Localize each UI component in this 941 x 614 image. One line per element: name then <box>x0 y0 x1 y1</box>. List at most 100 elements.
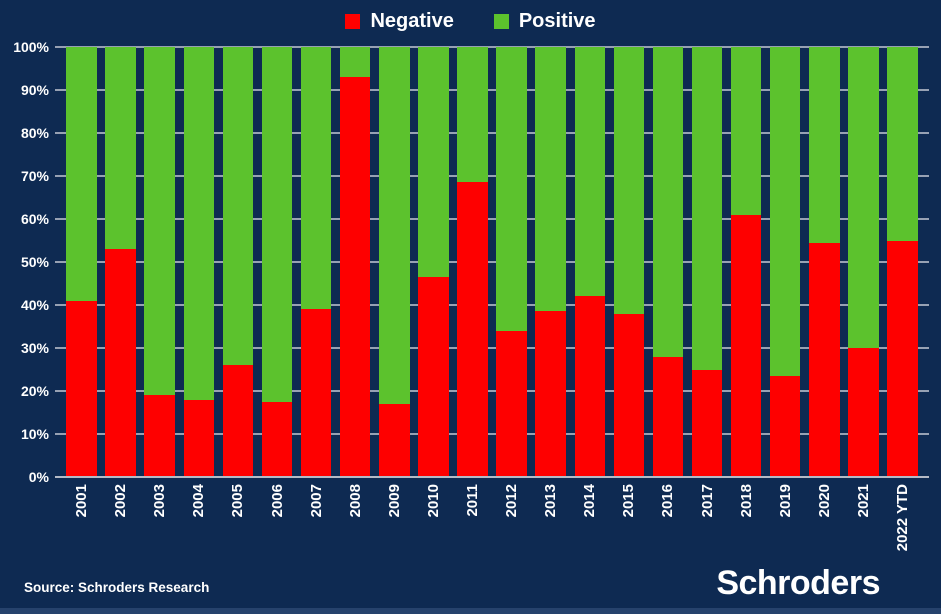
x-tick-text: 2010 <box>424 484 442 518</box>
x-tick-text: 2002 <box>112 484 130 518</box>
gridline-90% <box>55 89 929 91</box>
y-tick-label: 50% <box>20 254 49 270</box>
negative-segment <box>887 240 918 477</box>
bar-2002 <box>101 47 140 477</box>
source-note: Source: Schroders Research <box>24 580 210 595</box>
legend-item-negative: Negative <box>345 10 454 33</box>
gridline-50% <box>55 261 929 263</box>
x-tick-text: 2014 <box>581 484 599 518</box>
y-tick-label: 40% <box>20 297 49 313</box>
x-tick-label-2012: 2012 <box>492 484 531 580</box>
positive-segment <box>652 47 684 357</box>
negative-segment <box>339 77 371 477</box>
chart-legend: Negative Positive <box>0 10 941 33</box>
x-tick-text: 2016 <box>659 484 677 518</box>
bar-2017 <box>688 47 727 477</box>
negative-segment <box>379 403 410 477</box>
negative-swatch-icon <box>345 14 361 29</box>
x-tick-text: 2018 <box>737 484 755 518</box>
stacked-bar <box>613 47 645 477</box>
positive-segment <box>691 47 723 370</box>
stacked-bar <box>574 47 605 477</box>
stacked-bar <box>809 47 840 477</box>
x-tick-text: 2020 <box>815 484 833 518</box>
x-tick-label-2002: 2002 <box>101 484 140 580</box>
bar-2021 <box>844 47 883 477</box>
gridline-40% <box>55 304 929 306</box>
footer-strip <box>0 608 941 614</box>
stacked-bar <box>418 47 449 477</box>
stacked-bar <box>261 47 293 477</box>
bar-2008 <box>336 47 375 477</box>
y-tick-label: 70% <box>20 168 49 184</box>
bar-2014 <box>570 47 609 477</box>
bar-2006 <box>257 47 296 477</box>
x-tick-text: 2015 <box>620 484 638 518</box>
y-tick-label: 20% <box>20 383 49 399</box>
gridline-10% <box>55 433 929 435</box>
positive-segment <box>144 47 175 396</box>
bar-2003 <box>140 47 179 477</box>
x-tick-text: 2011 <box>463 484 481 517</box>
negative-segment <box>418 277 449 477</box>
positive-segment <box>887 47 918 241</box>
positive-segment <box>848 47 879 348</box>
bar-2016 <box>648 47 687 477</box>
negative-segment <box>183 399 215 477</box>
x-tick-label-2016: 2016 <box>648 484 687 580</box>
stacked-bar <box>379 47 410 477</box>
bar-2018 <box>727 47 766 477</box>
negative-segment <box>144 395 175 477</box>
gridline-80% <box>55 132 929 134</box>
legend-label-negative: Negative <box>370 10 454 32</box>
negative-segment <box>496 330 527 477</box>
bar-2009 <box>375 47 414 477</box>
positive-segment <box>300 47 332 310</box>
positive-segment <box>496 47 527 331</box>
stacked-bar <box>144 47 175 477</box>
bar-2013 <box>531 47 570 477</box>
positive-segment <box>379 47 410 404</box>
positive-segment <box>809 47 840 243</box>
x-tick-text: 2012 <box>503 484 521 518</box>
y-tick-label: 90% <box>20 82 49 98</box>
bar-2020 <box>805 47 844 477</box>
stacked-bar <box>887 47 918 477</box>
positive-segment <box>535 47 566 312</box>
bars-container <box>62 47 922 477</box>
negative-segment <box>848 348 879 477</box>
stacked-bar <box>183 47 215 477</box>
y-tick-label: 0% <box>28 469 49 485</box>
bar-2011 <box>453 47 492 477</box>
y-tick-label: 10% <box>20 426 49 442</box>
negative-segment <box>691 369 723 477</box>
stacked-bar <box>300 47 332 477</box>
positive-segment <box>105 47 136 250</box>
x-tick-text: 2003 <box>151 484 169 518</box>
x-tick-text: 2013 <box>542 484 560 518</box>
stacked-bar <box>769 47 801 477</box>
stacked-bar <box>535 47 566 477</box>
x-tick-label-2015: 2015 <box>609 484 648 580</box>
bar-2001 <box>62 47 101 477</box>
x-tick-label-2006: 2006 <box>257 484 296 580</box>
stacked-bar <box>496 47 527 477</box>
y-axis-labels: 100% 90% 80% 70% 60% 50% 40% 30% 20% 10% 0% <box>0 39 55 485</box>
stacked-bar <box>848 47 879 477</box>
positive-segment <box>66 47 97 301</box>
y-tick-label: 30% <box>20 340 49 356</box>
negative-segment <box>769 375 801 477</box>
bar-2019 <box>766 47 805 477</box>
y-tick-label: 100% <box>13 39 49 55</box>
stacked-bar <box>339 47 371 477</box>
x-tick-label-2014: 2014 <box>570 484 609 580</box>
positive-segment <box>261 47 293 402</box>
x-tick-text: 2005 <box>229 484 247 518</box>
positive-segment <box>183 47 215 400</box>
negative-segment <box>457 182 488 477</box>
negative-segment <box>66 300 97 477</box>
gridline-70% <box>55 175 929 177</box>
bar-2015 <box>609 47 648 477</box>
legend-item-positive: Positive <box>493 10 596 33</box>
x-tick-label-2004: 2004 <box>179 484 218 580</box>
